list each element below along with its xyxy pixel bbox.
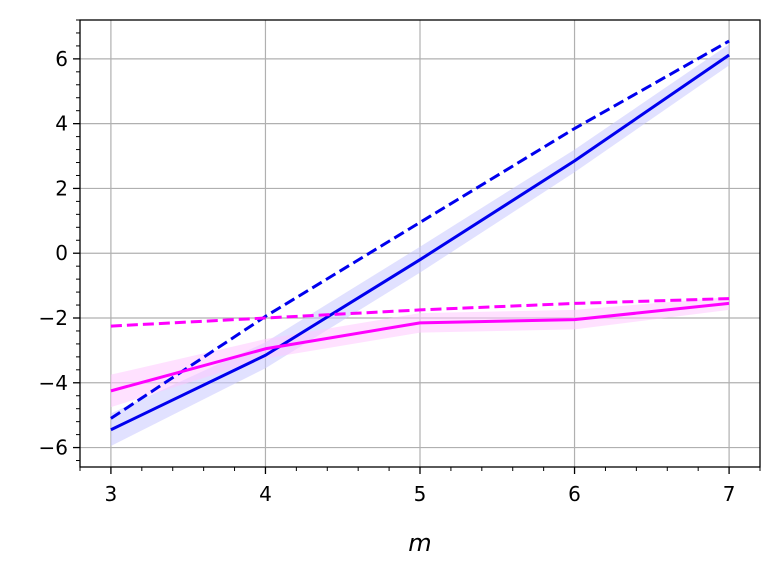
x-tick-label: 3 bbox=[105, 482, 118, 506]
y-tick-label: 6 bbox=[55, 47, 68, 71]
axis-ticks: 3 4 5 6 7 −6 −4 −2 0 2 4 6 bbox=[39, 19, 761, 506]
confidence-bands bbox=[110, 44, 730, 446]
series-3-line bbox=[110, 301, 730, 393]
y-tick-label: 2 bbox=[55, 176, 68, 200]
x-tick-label: 4 bbox=[259, 482, 272, 506]
x-tick-label: 5 bbox=[414, 482, 427, 506]
y-tick-label: 4 bbox=[55, 112, 68, 136]
x-axis-label: m bbox=[408, 529, 431, 557]
series-1-line bbox=[110, 53, 730, 432]
series-3-band bbox=[110, 296, 730, 408]
y-tick-label: 0 bbox=[55, 241, 68, 265]
series-4-line bbox=[110, 297, 730, 328]
y-tick-label: −6 bbox=[39, 436, 68, 460]
x-tick-label: 6 bbox=[568, 482, 581, 506]
series-lines bbox=[110, 39, 730, 432]
y-tick-label: −2 bbox=[39, 306, 68, 330]
y-tick-label: −4 bbox=[39, 371, 68, 395]
x-tick-label: 7 bbox=[723, 482, 736, 506]
